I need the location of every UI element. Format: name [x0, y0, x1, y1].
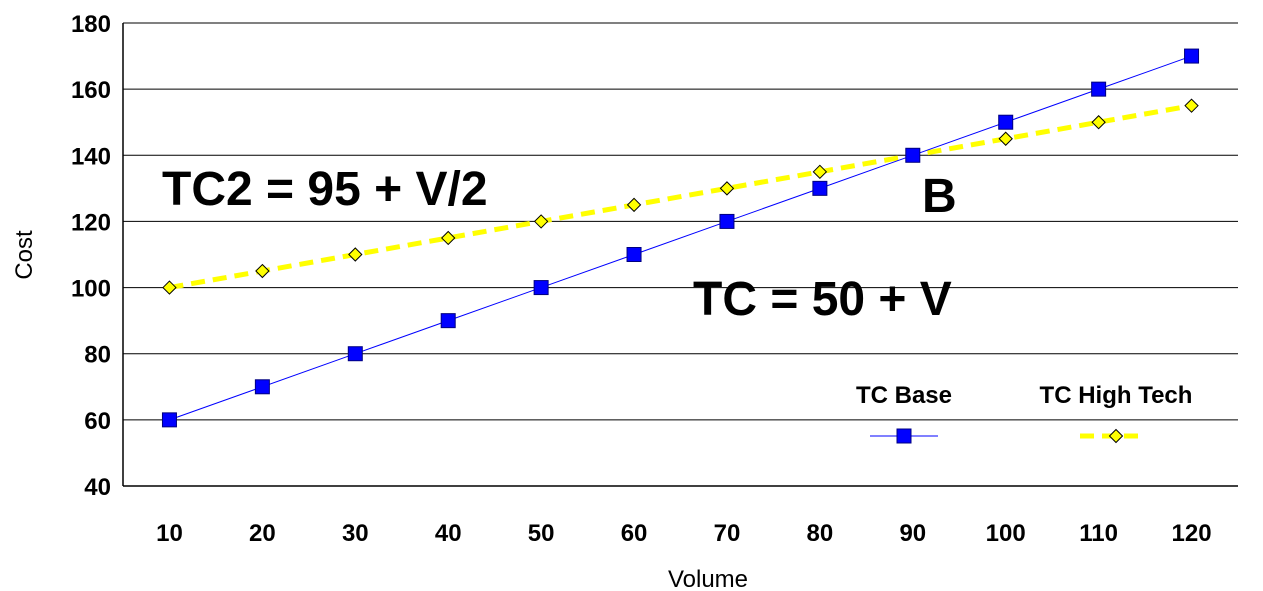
point-tc-base-60 — [626, 247, 642, 262]
x-tick-label-30: 30 — [342, 520, 369, 547]
series-tc-high-tech — [162, 98, 1199, 295]
point-tc-high-tech-20 — [255, 263, 270, 279]
series-tc-base — [161, 48, 1200, 428]
x-tick-label-10: 10 — [156, 520, 183, 547]
x-tick-label-50: 50 — [528, 520, 555, 547]
point-tc-high-tech-30 — [348, 247, 363, 262]
annotation-tc-equation: TC = 50 + V — [693, 273, 952, 326]
x-tick-label-40: 40 — [435, 520, 462, 547]
x-tick-label-20: 20 — [249, 520, 276, 547]
x-tick-label-60: 60 — [621, 520, 648, 547]
axes — [122, 23, 1238, 487]
point-tc-base-10 — [161, 412, 177, 428]
point-tc-high-tech-100 — [998, 131, 1013, 146]
point-tc-high-tech-50 — [533, 214, 549, 229]
point-tc-base-40 — [440, 313, 456, 329]
legend-label-tc-high-tech: TC High Tech — [1040, 382, 1193, 409]
point-tc-high-tech-40 — [441, 230, 456, 246]
series-layer — [161, 48, 1200, 428]
legend-label-tc-base: TC Base — [856, 382, 952, 409]
point-tc-base-20 — [254, 379, 270, 395]
legend-marker-tc-base — [896, 428, 912, 444]
x-axis-title: Volume — [668, 566, 748, 591]
point-tc-base-100 — [998, 114, 1014, 130]
series-line-tc-base — [169, 55, 1192, 421]
legend: TC Base TC High Tech — [856, 382, 1193, 444]
y-tick-label-120: 120 — [71, 209, 111, 236]
point-tc-high-tech-60 — [626, 197, 642, 213]
x-tick-label-100: 100 — [986, 520, 1026, 547]
legend-marker-tc-high-tech — [1108, 428, 1124, 444]
x-tick-label-90: 90 — [899, 520, 926, 547]
x-tick-labels: 10 20 30 40 50 60 70 80 90 100 110 120 — [156, 520, 1211, 547]
point-tc-high-tech-10 — [162, 280, 177, 295]
point-tc-high-tech-80 — [812, 164, 828, 180]
point-tc-base-30 — [347, 346, 363, 362]
x-tick-label-80: 80 — [807, 520, 834, 547]
y-tick-label-160: 160 — [71, 77, 111, 104]
y-axis-title: Cost — [11, 230, 38, 280]
point-tc-base-70 — [719, 213, 735, 229]
point-tc-high-tech-70 — [719, 181, 735, 196]
point-tc-base-120 — [1184, 48, 1200, 64]
point-tc-base-90 — [905, 147, 921, 163]
y-tick-label-180: 180 — [71, 11, 111, 38]
y-tick-label-140: 140 — [71, 143, 111, 170]
point-tc-base-80 — [812, 180, 828, 196]
gridlines — [123, 22, 1238, 421]
annotation-tc2-equation: TC2 = 95 + V/2 — [162, 163, 488, 216]
y-tick-labels: 40 60 80 100 120 140 160 180 — [71, 11, 111, 501]
x-tick-label-110: 110 — [1079, 520, 1118, 547]
x-tick-label-120: 120 — [1172, 520, 1212, 547]
series-line-tc-high-tech — [169, 103, 1192, 291]
point-tc-base-50 — [533, 280, 549, 296]
point-tc-high-tech-110 — [1091, 115, 1106, 130]
y-tick-label-100: 100 — [71, 276, 111, 303]
y-tick-label-60: 60 — [84, 408, 111, 435]
annotation-breakeven-label: B — [922, 170, 957, 223]
point-tc-base-110 — [1091, 81, 1107, 97]
y-tick-label-80: 80 — [84, 342, 111, 369]
y-tick-label-40: 40 — [84, 474, 111, 501]
x-tick-label-70: 70 — [714, 520, 741, 547]
point-tc-high-tech-120 — [1184, 98, 1199, 113]
